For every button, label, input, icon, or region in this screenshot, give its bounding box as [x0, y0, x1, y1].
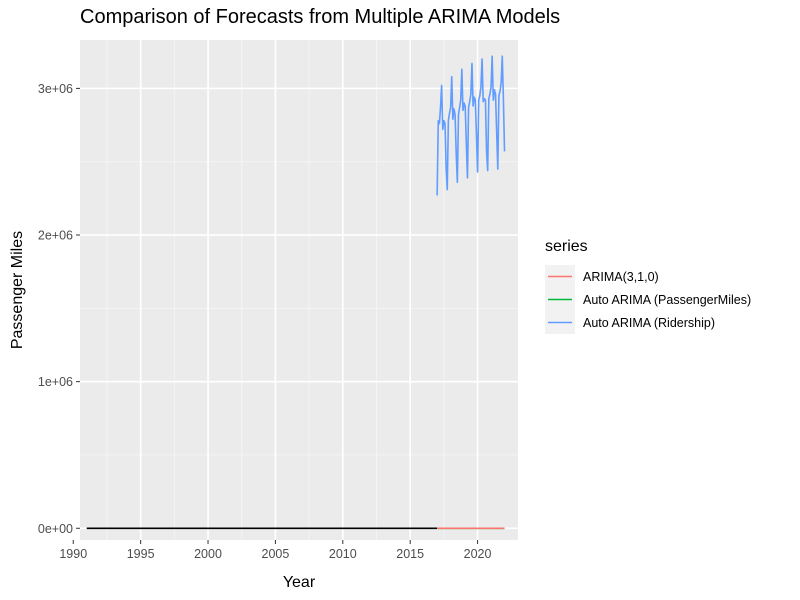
x-tick-label: 2000 — [194, 547, 222, 561]
x-axis-label: Year — [283, 574, 316, 591]
legend-items: ARIMA(3,1,0) Auto ARIMA (PassengerMiles) A… — [545, 265, 751, 334]
major-gridlines — [72, 40, 518, 540]
x-tick-label: 1990 — [59, 547, 87, 561]
series-lines — [86, 55, 506, 530]
x-axis: 1990 1995 2000 2005 2010 2015 2020 — [59, 540, 492, 561]
y-tick-label: 3e+06 — [38, 82, 73, 96]
y-tick-label: 2e+06 — [38, 229, 73, 243]
x-tick-label: 2010 — [329, 547, 357, 561]
chart-title: Comparison of Forecasts from Multiple AR… — [80, 6, 561, 28]
y-tick-label: 0e+00 — [38, 522, 73, 536]
legend-label: Auto ARIMA (PassengerMiles) — [583, 293, 751, 307]
legend: series ARIMA(3,1,0) Auto ARIMA (Passenger… — [545, 238, 751, 334]
legend-label: ARIMA(3,1,0) — [583, 270, 659, 284]
x-tick-label: 2015 — [396, 547, 424, 561]
legend-label: Auto ARIMA (Ridership) — [583, 316, 715, 330]
legend-title: series — [545, 238, 588, 255]
x-tick-label: 2020 — [464, 547, 492, 561]
y-tick-label: 1e+06 — [38, 375, 73, 389]
y-axis: 0e+00 1e+06 2e+06 3e+06 — [38, 82, 80, 536]
y-axis-label: Passenger Miles — [9, 231, 26, 349]
series-line-2 — [436, 55, 506, 196]
x-tick-label: 1995 — [127, 547, 155, 561]
x-tick-label: 2005 — [262, 547, 290, 561]
